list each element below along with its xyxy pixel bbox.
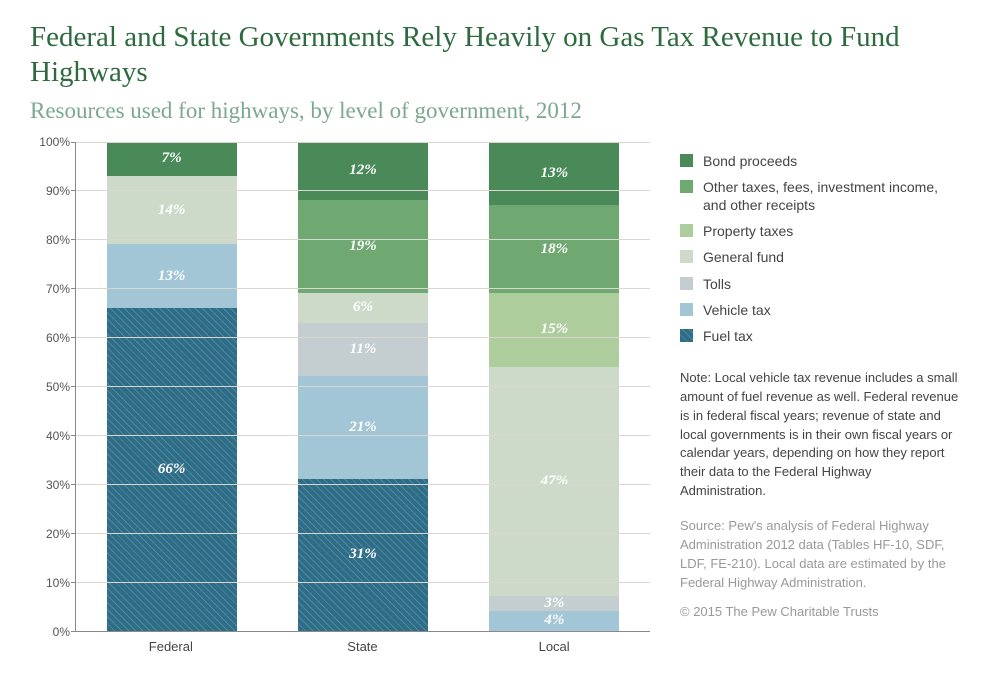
y-tick-label: 100%: [39, 135, 70, 149]
tick-mark: [71, 582, 76, 583]
chart-area: 0%10%20%30%40%50%60%70%80%90%100% 66%13%…: [30, 142, 650, 662]
y-tick-label: 40%: [46, 429, 70, 443]
legend-swatch: [680, 277, 693, 290]
legend-swatch: [680, 224, 693, 237]
page-subtitle: Resources used for highways, by level of…: [30, 98, 960, 124]
grid-line: [76, 386, 650, 387]
x-axis: Federal State Local: [75, 632, 650, 662]
legend-label: Fuel tax: [703, 327, 753, 345]
tick-mark: [71, 533, 76, 534]
legend-swatch: [680, 180, 693, 193]
y-tick-label: 60%: [46, 331, 70, 345]
legend-item: Fuel tax: [680, 327, 960, 345]
legend-swatch: [680, 154, 693, 167]
bar-segment: 47%: [489, 367, 619, 597]
grid-line: [76, 435, 650, 436]
bar-segment: 4%: [489, 611, 619, 631]
legend-label: Property taxes: [703, 222, 793, 240]
bar-segment: 7%: [107, 142, 237, 176]
legend-item: Tolls: [680, 275, 960, 293]
legend-item: Other taxes, fees, investment income, an…: [680, 178, 960, 214]
y-tick-label: 70%: [46, 282, 70, 296]
legend-swatch: [680, 303, 693, 316]
bar-segment: 15%: [489, 293, 619, 366]
legend-label: General fund: [703, 248, 784, 266]
grid-line: [76, 484, 650, 485]
segment-value-label: 18%: [541, 241, 569, 258]
legend-item: Bond proceeds: [680, 152, 960, 170]
tick-mark: [71, 288, 76, 289]
y-axis: 0%10%20%30%40%50%60%70%80%90%100%: [30, 142, 75, 632]
copyright: © 2015 The Pew Charitable Trusts: [680, 604, 960, 619]
y-tick-label: 90%: [46, 184, 70, 198]
segment-value-label: 31%: [349, 546, 377, 563]
tick-mark: [71, 386, 76, 387]
bar-segment: 6%: [298, 293, 428, 322]
sidebar: Bond proceeds Other taxes, fees, investme…: [680, 142, 960, 662]
segment-value-label: 66%: [158, 461, 186, 478]
legend-item: General fund: [680, 248, 960, 266]
legend-label: Bond proceeds: [703, 152, 797, 170]
tick-mark: [71, 484, 76, 485]
legend-swatch: [680, 329, 693, 342]
bar-segment: 3%: [489, 596, 619, 611]
legend: Bond proceeds Other taxes, fees, investme…: [680, 152, 960, 346]
chart-note: Note: Local vehicle tax revenue includes…: [680, 369, 960, 501]
x-tick-label: Local: [489, 639, 619, 654]
tick-mark: [71, 435, 76, 436]
segment-value-label: 12%: [349, 162, 377, 179]
tick-mark: [71, 190, 76, 191]
grid-line: [76, 582, 650, 583]
segment-value-label: 21%: [349, 419, 377, 436]
segment-value-label: 15%: [541, 321, 569, 338]
x-tick-label: State: [297, 639, 427, 654]
bar-segment: 19%: [298, 200, 428, 293]
y-tick-label: 50%: [46, 380, 70, 394]
tick-mark: [71, 239, 76, 240]
y-tick-label: 80%: [46, 233, 70, 247]
grid-line: [76, 337, 650, 338]
grid-line: [76, 533, 650, 534]
legend-label: Other taxes, fees, investment income, an…: [703, 178, 960, 214]
legend-label: Vehicle tax: [703, 301, 771, 319]
y-tick-label: 20%: [46, 527, 70, 541]
grid-line: [76, 288, 650, 289]
segment-value-label: 3%: [544, 595, 564, 612]
grid-line: [76, 190, 650, 191]
segment-value-label: 47%: [541, 473, 569, 490]
grid-line: [76, 239, 650, 240]
tick-mark: [71, 142, 76, 143]
bar-segment: 14%: [107, 176, 237, 244]
legend-label: Tolls: [703, 275, 731, 293]
bar-segment: 11%: [298, 323, 428, 377]
bar-segment: 13%: [107, 244, 237, 308]
bar-segment: 21%: [298, 376, 428, 479]
y-tick-label: 0%: [53, 625, 70, 639]
page-title: Federal and State Governments Rely Heavi…: [30, 20, 960, 90]
y-tick-label: 10%: [46, 576, 70, 590]
segment-value-label: 13%: [158, 268, 186, 285]
segment-value-label: 4%: [544, 612, 564, 629]
plot-region: 66% 13% 14% 7% 31% 21% 11% 6% 19% 12% 4%3% 47% 15% 18…: [75, 142, 650, 632]
segment-value-label: 7%: [162, 150, 182, 167]
chart-source: Source: Pew's analysis of Federal Highwa…: [680, 517, 960, 592]
segment-value-label: 19%: [349, 238, 377, 255]
y-tick-label: 30%: [46, 478, 70, 492]
bar-segment: 18%: [489, 205, 619, 293]
segment-value-label: 14%: [158, 202, 186, 219]
grid-line: [76, 142, 650, 143]
segment-value-label: 6%: [353, 299, 373, 316]
segment-value-label: 13%: [541, 165, 569, 182]
legend-item: Vehicle tax: [680, 301, 960, 319]
content-row: 0%10%20%30%40%50%60%70%80%90%100% 66%13%…: [30, 142, 960, 662]
legend-swatch: [680, 250, 693, 263]
bar-segment: 31%: [298, 479, 428, 631]
x-tick-label: Federal: [106, 639, 236, 654]
tick-mark: [71, 337, 76, 338]
bar-segment: 12%: [298, 142, 428, 201]
segment-value-label: 11%: [350, 341, 377, 358]
legend-item: Property taxes: [680, 222, 960, 240]
bar-segment: 13%: [489, 142, 619, 206]
